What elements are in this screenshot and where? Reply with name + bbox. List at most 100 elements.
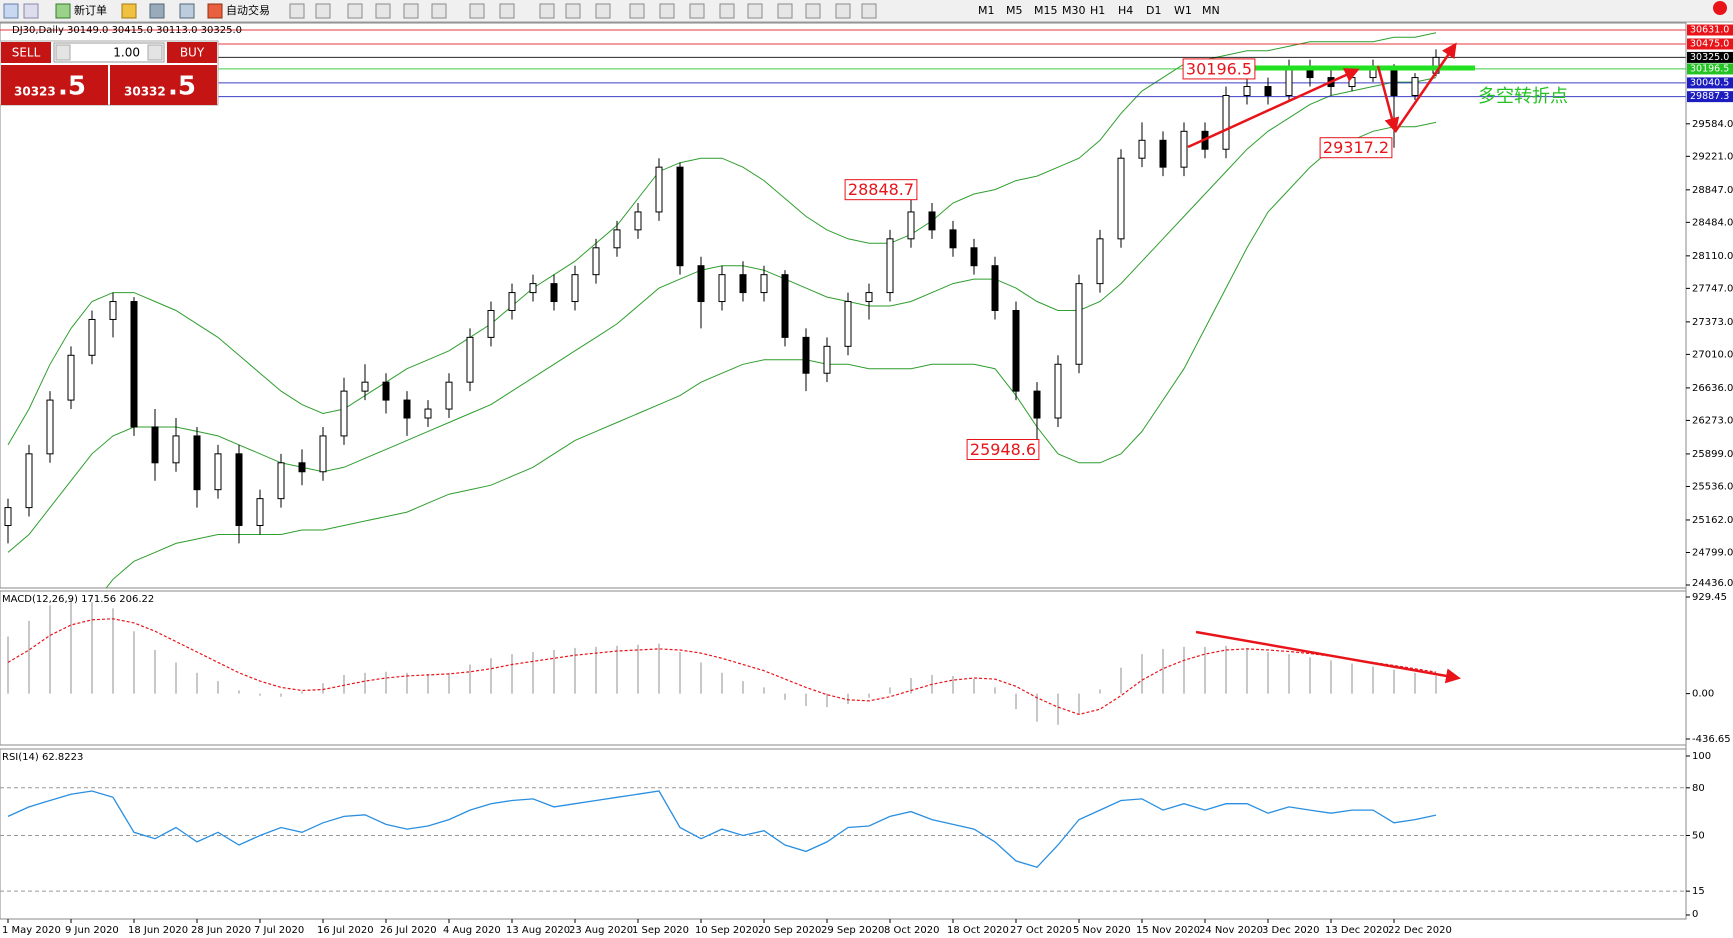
- annotation-box: [1319, 137, 1393, 159]
- icon[interactable]: [539, 3, 555, 19]
- auto-trading-button[interactable]: 自动交易: [226, 3, 270, 17]
- x-tick-label: 24 Nov 2020: [1199, 925, 1263, 936]
- y-tick-label: 25899.0: [1692, 449, 1733, 460]
- sell-price[interactable]: 30323: [14, 85, 56, 99]
- buy-price[interactable]: 30332: [124, 85, 166, 99]
- sell-label[interactable]: SELL: [12, 46, 41, 60]
- sell-price-box[interactable]: [1, 65, 108, 105]
- timeframe-button[interactable]: M30: [1062, 4, 1086, 17]
- icon[interactable]: [121, 3, 137, 19]
- candle-body: [46, 399, 54, 455]
- candle-body: [88, 318, 96, 356]
- candle-body: [823, 345, 831, 374]
- annotation-label: 28848.7: [848, 180, 914, 199]
- icon[interactable]: [689, 3, 705, 19]
- timeframe-button[interactable]: M1: [978, 4, 995, 17]
- candle-body: [424, 408, 432, 419]
- bollinger-band: [105, 121, 1437, 588]
- icon[interactable]: [23, 3, 39, 19]
- icon[interactable]: [595, 3, 611, 19]
- x-tick-label: 29 Sep 2020: [821, 925, 884, 936]
- timeframe-button[interactable]: D1: [1146, 4, 1161, 17]
- sell-price-fraction[interactable]: .5: [58, 72, 86, 102]
- candle-body: [4, 507, 12, 527]
- candle-body: [277, 462, 285, 500]
- icon[interactable]: [565, 3, 581, 19]
- macd-chart: [7, 600, 1437, 725]
- x-tick-label: 15 Nov 2020: [1136, 925, 1200, 936]
- macd-signal: [7, 618, 1437, 716]
- rsi-title: RSI(14) 62.8223: [2, 752, 83, 763]
- y-tick-label: 24436.0: [1692, 578, 1733, 589]
- candle-body: [529, 283, 537, 294]
- icon[interactable]: [469, 3, 485, 19]
- timeframe-button[interactable]: M5: [1006, 4, 1023, 17]
- lots-up[interactable]: [147, 44, 163, 61]
- alert-icon[interactable]: [1713, 1, 1727, 15]
- timeframe-button[interactable]: M15: [1034, 4, 1058, 17]
- timeframe-button[interactable]: H1: [1090, 4, 1105, 17]
- buy-label[interactable]: BUY: [180, 46, 205, 60]
- lots-value[interactable]: 1.00: [113, 46, 140, 60]
- candle-body: [67, 354, 75, 401]
- annotation-box: [844, 179, 918, 201]
- buy-price-box[interactable]: [110, 65, 217, 105]
- x-tick-label: 23 Aug 2020: [569, 925, 633, 936]
- x-tick-label: 18 Oct 2020: [947, 925, 1009, 936]
- candle-body: [1117, 157, 1125, 240]
- candle-body: [697, 265, 705, 303]
- icon[interactable]: [315, 3, 331, 19]
- candle-body: [1138, 139, 1146, 159]
- y-tick-label: 27373.0: [1692, 317, 1733, 328]
- new-order-button[interactable]: 新订单: [74, 3, 107, 17]
- icon[interactable]: [403, 3, 419, 19]
- candle-body: [1243, 86, 1251, 96]
- one-click-trading: SELL 1.00 BUY 30323 .5 30332 .5: [0, 40, 219, 106]
- y-tick-label: 24799.0: [1692, 547, 1733, 558]
- candle-body: [109, 301, 117, 320]
- icon[interactable]: [835, 3, 851, 19]
- toolbar-icons: [289, 3, 877, 19]
- candle-body: [1390, 68, 1398, 96]
- lots-field[interactable]: [53, 42, 165, 63]
- icon[interactable]: [659, 3, 675, 19]
- icon[interactable]: [431, 3, 447, 19]
- icon[interactable]: [777, 3, 793, 19]
- sell-button[interactable]: [1, 42, 51, 63]
- level-label-box: [1687, 38, 1733, 50]
- lots-down[interactable]: [55, 44, 71, 61]
- buy-button[interactable]: [167, 42, 217, 63]
- candle-body: [571, 274, 579, 303]
- candle-body: [1075, 283, 1083, 365]
- level-label: 30196.5: [1690, 63, 1729, 74]
- candle-body: [865, 292, 873, 303]
- timeframe-button[interactable]: MN: [1202, 4, 1220, 17]
- candle-body: [466, 336, 474, 383]
- icon[interactable]: [289, 3, 305, 19]
- timeframe-button[interactable]: H4: [1118, 4, 1133, 17]
- y-tick-label: 26273.0: [1692, 415, 1733, 426]
- new-order-icon[interactable]: [55, 3, 71, 19]
- icon[interactable]: [629, 3, 645, 19]
- icon[interactable]: [805, 3, 821, 19]
- candle-body: [655, 166, 663, 213]
- icon[interactable]: [747, 3, 763, 19]
- x-tick-label: 8 Oct 2020: [884, 925, 939, 936]
- icon[interactable]: [179, 3, 195, 19]
- y-tick-label: 29584.0: [1692, 119, 1733, 130]
- icon[interactable]: [149, 3, 165, 19]
- candle-body: [361, 381, 369, 392]
- icon[interactable]: [3, 3, 19, 19]
- icon[interactable]: [347, 3, 363, 19]
- icon[interactable]: [719, 3, 735, 19]
- annotation-label: 25948.6: [970, 440, 1036, 459]
- icon[interactable]: [861, 3, 877, 19]
- macd-title: MACD(12,26,9) 171.56 206.22: [2, 594, 154, 605]
- icon[interactable]: [375, 3, 391, 19]
- timeframe-button[interactable]: W1: [1174, 4, 1192, 17]
- auto-trading-icon[interactable]: [207, 3, 223, 19]
- level-label-box: [1687, 24, 1733, 36]
- candle-body: [1096, 238, 1104, 285]
- buy-price-fraction[interactable]: .5: [168, 72, 196, 102]
- icon[interactable]: [499, 3, 515, 19]
